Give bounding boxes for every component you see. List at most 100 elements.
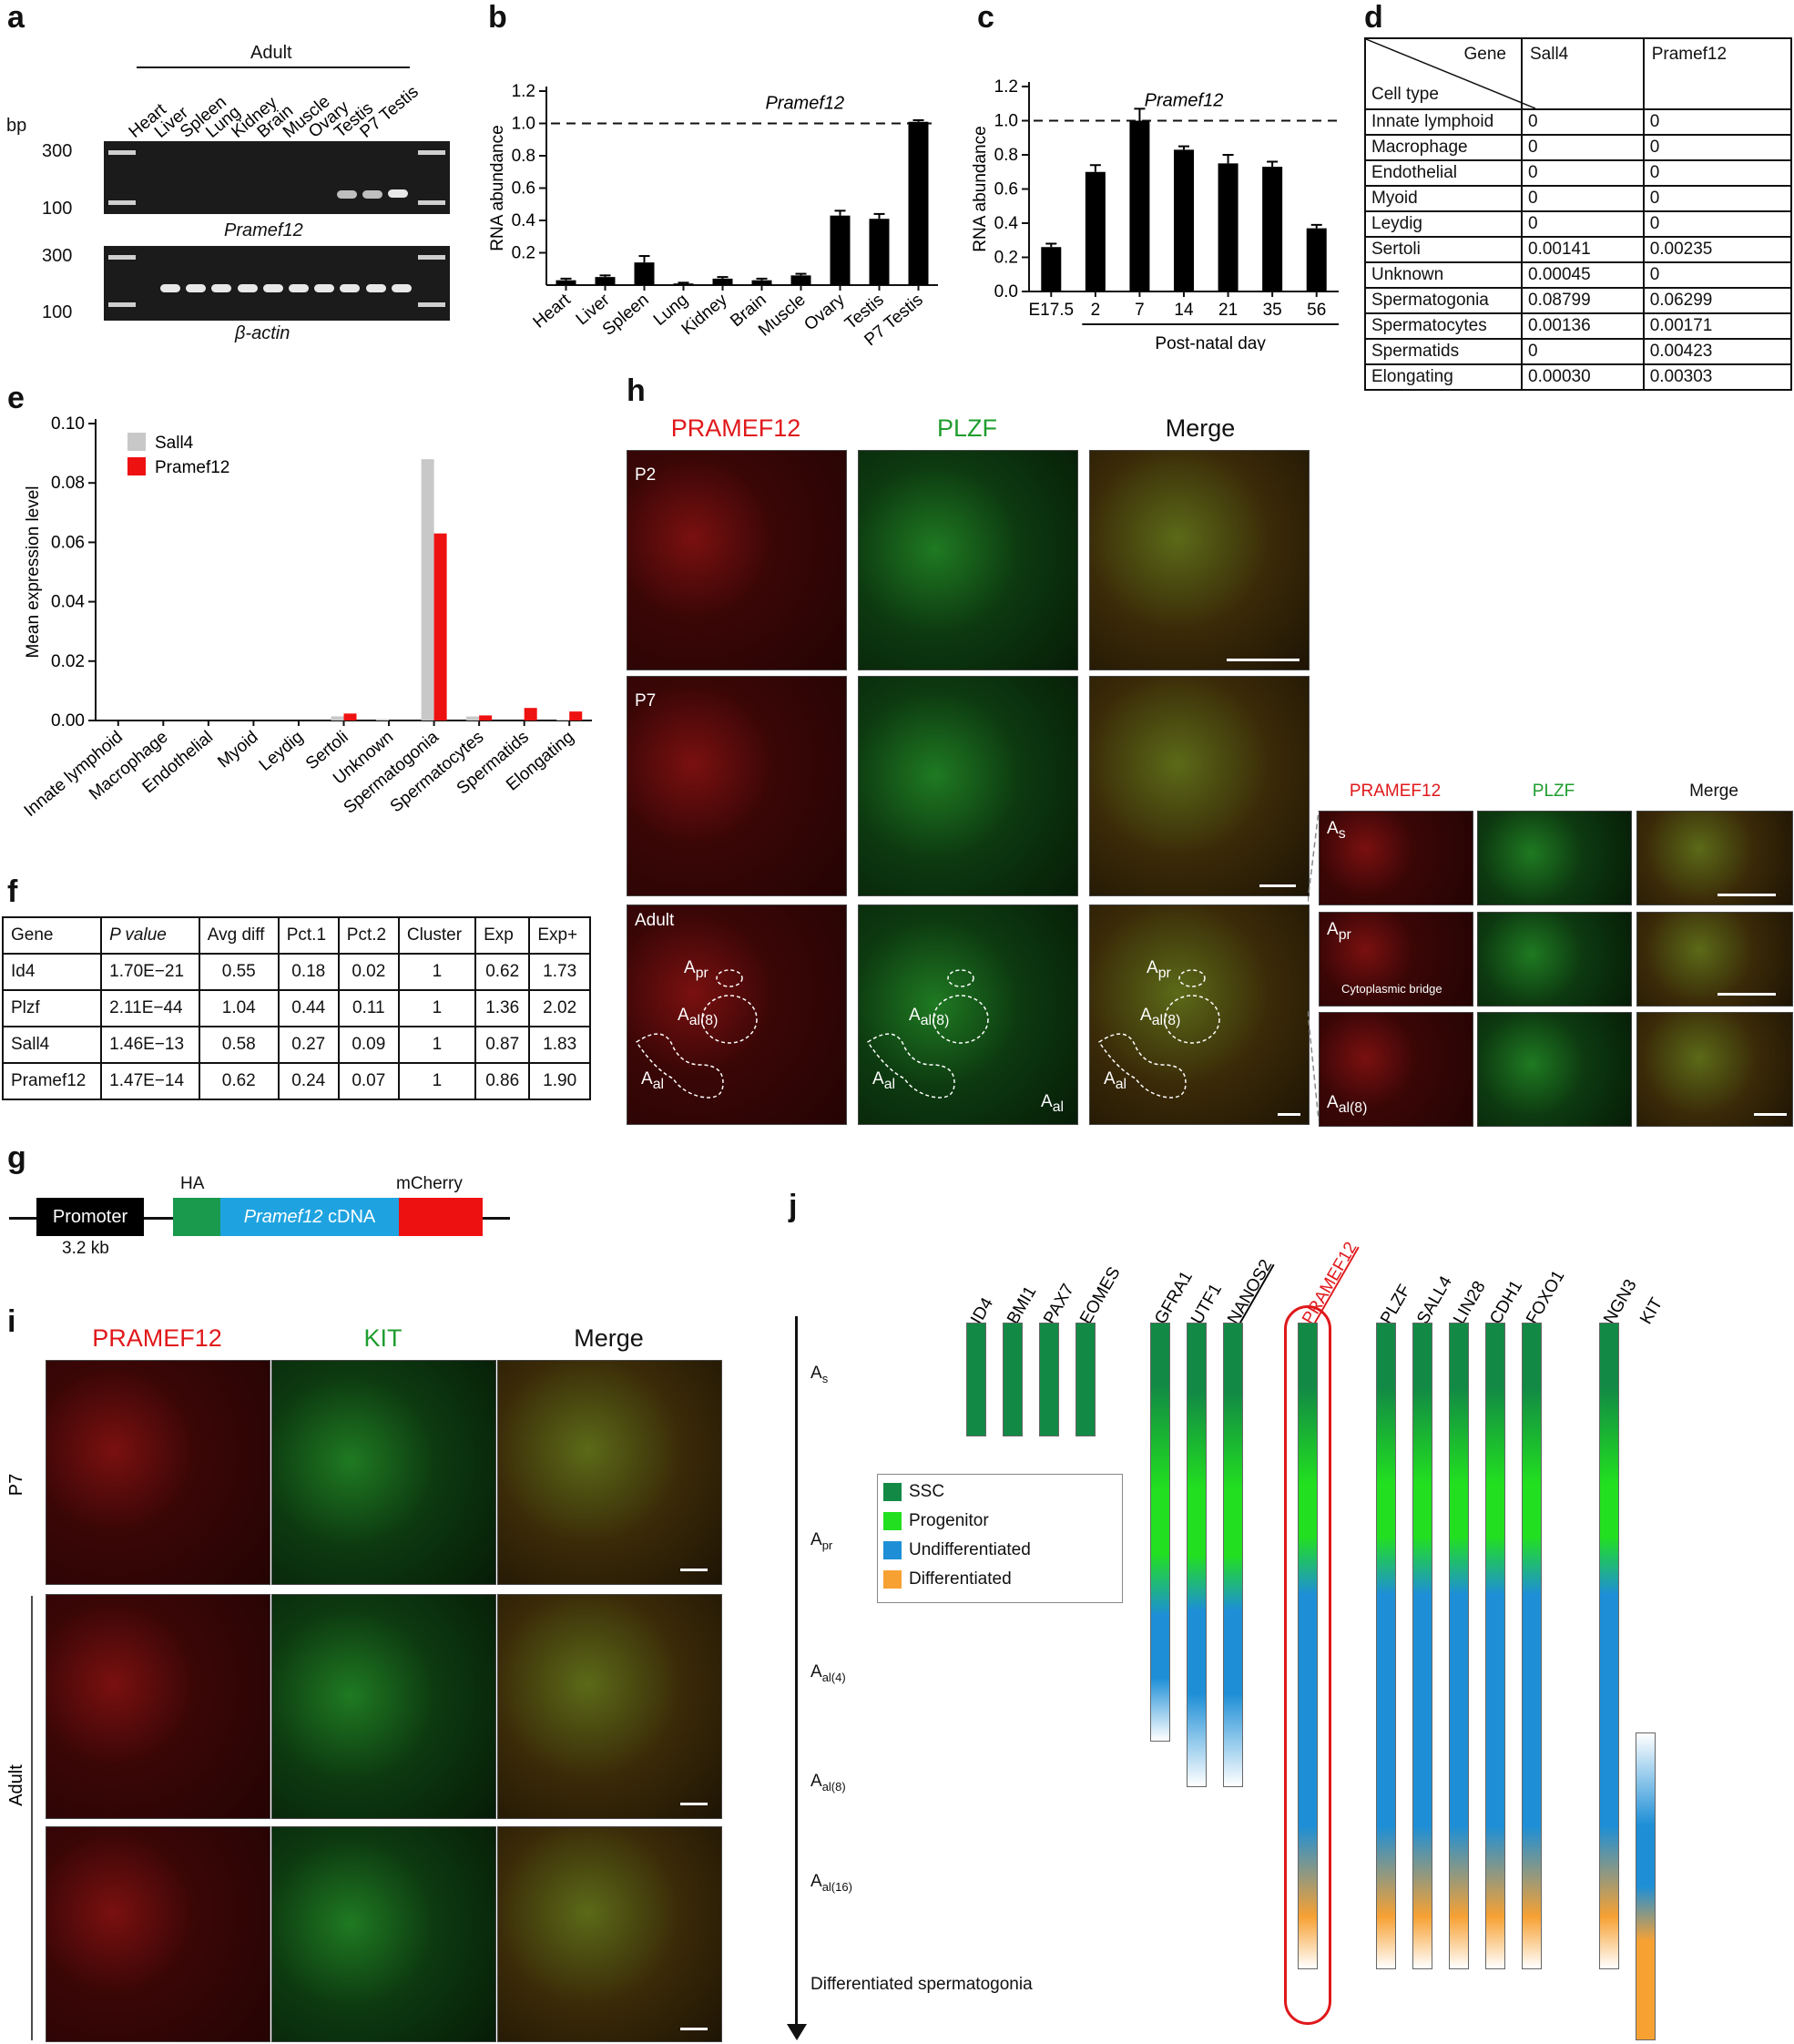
- bar: [1262, 167, 1283, 291]
- x-tick-label: Ovary: [800, 290, 849, 334]
- panel-label-h: h: [627, 373, 646, 408]
- y-tick-label: 0.0: [994, 282, 1018, 301]
- gel-band-actin: [186, 284, 207, 292]
- gel-band-actin: [289, 284, 309, 292]
- scale-bar: [680, 1569, 708, 1571]
- expression-bar-sall4: [1412, 1323, 1432, 1969]
- table-cell: 0.00235: [1642, 236, 1793, 263]
- table-cell: 0.08799: [1521, 287, 1645, 314]
- x-tick-label: 2: [1091, 301, 1101, 320]
- table-cell: 0.62: [198, 1062, 280, 1100]
- stage-label: Aal(4): [810, 1662, 846, 1684]
- table-cell: 1: [397, 1026, 477, 1064]
- micrograph-i-p7-kit: [271, 1360, 496, 1585]
- row-label-adult-i: Adult: [6, 1764, 26, 1806]
- expression-table: Gene Cell type Sall4 Pramef12 Innate lym…: [1364, 37, 1793, 391]
- row-header-cell: Innate lymphoid: [1364, 108, 1523, 136]
- mcherry-label: mCherry: [396, 1174, 463, 1193]
- ha-label: HA: [180, 1174, 205, 1193]
- table-cell: 1.90: [528, 1062, 591, 1100]
- panel-label-b: b: [488, 0, 507, 35]
- gel-group-label: Adult: [250, 43, 292, 63]
- table-cell: 0: [1642, 210, 1793, 238]
- y-axis-label: RNA abundance: [488, 125, 507, 250]
- expression-bar-eomes: [1075, 1323, 1096, 1436]
- gel-band-actin: [237, 284, 258, 292]
- gel-band-ovary: [337, 190, 357, 199]
- row-header-cell: Macrophage: [1364, 134, 1523, 161]
- promoter-block: Promoter: [36, 1198, 144, 1236]
- x-tick-label: 21: [1218, 301, 1238, 320]
- table-cell: 0: [1642, 261, 1793, 289]
- ladder-band: [418, 200, 445, 205]
- y-tick-label: 1.0: [994, 112, 1018, 131]
- x-tick-label: 35: [1263, 301, 1282, 320]
- scale-bar: [680, 2028, 708, 2030]
- inset-title-merge: Merge: [1689, 782, 1738, 801]
- table-cell: 0.00423: [1642, 338, 1793, 365]
- table-cell: 0: [1521, 134, 1645, 161]
- row-header-cell: Spermatids: [1364, 338, 1523, 365]
- table-row: Plzf 2.11E−44 1.04 0.44 0.11 1 1.36 2.02: [1, 989, 591, 1027]
- table-cell: 2.11E−44: [100, 989, 200, 1027]
- bar: [869, 219, 890, 285]
- col-title-merge-i: Merge: [574, 1324, 644, 1352]
- inset-aal8-plzf: [1477, 1012, 1632, 1127]
- gene-label: LIN28: [1450, 1278, 1490, 1327]
- legend-swatch: [883, 1482, 902, 1501]
- gel-gene-pramef12: Pramef12: [224, 220, 303, 240]
- ha-tag-block: [173, 1198, 220, 1236]
- micrograph-i-adult1-merge: [497, 1594, 722, 1819]
- y-tick-label: 0.6: [994, 180, 1018, 199]
- row-header-cell: Unknown: [1364, 261, 1523, 289]
- micrograph-i-adult1-kit: [271, 1594, 496, 1819]
- corner-gene-label: Gene: [1463, 45, 1506, 64]
- label-aal8: Aal(8): [678, 1006, 719, 1028]
- micrograph-p7-pramef12: P7: [627, 676, 847, 896]
- micrograph-adult-merge: Apr Aal(8) Aal: [1089, 904, 1310, 1125]
- expression-bar-nanos2: [1223, 1323, 1243, 1787]
- gel-band-actin: [211, 284, 232, 292]
- bar: [595, 277, 616, 285]
- row-label-p2: P2: [635, 465, 657, 485]
- inset-as-pramef12: As: [1319, 811, 1473, 905]
- panel-label-d: d: [1364, 0, 1383, 35]
- gel-band-actin: [340, 284, 361, 292]
- scale-bar: [680, 1803, 708, 1805]
- y-tick-label: 0.04: [51, 593, 85, 612]
- bar-pramef12: [343, 713, 357, 721]
- bar: [751, 280, 772, 285]
- ladder-band: [108, 150, 136, 155]
- table-cell: 0.00136: [1521, 312, 1645, 340]
- column-header: Pct.1: [277, 916, 340, 955]
- table-cell: Id4: [1, 953, 103, 991]
- row-header-cell: Endothelial: [1364, 159, 1523, 187]
- table-row: Endothelial 0 0: [1364, 159, 1793, 187]
- x-tick-label: E17.5: [1028, 301, 1074, 320]
- expression-bar-pax7: [1039, 1323, 1059, 1436]
- bar: [556, 280, 576, 285]
- x-tick-label: Heart: [530, 290, 576, 332]
- table-cell: 0.62: [474, 953, 531, 991]
- chart-c: 0.0 0.2 0.4 0.6 0.8 1.0 1.2 Pramef12 RNA abundan…: [971, 77, 1339, 351]
- inset-as-plzf: [1477, 811, 1632, 905]
- stage-axis: [795, 1316, 798, 2031]
- row-header-cell: Myoid: [1364, 185, 1523, 212]
- table-row: Sertoli 0.00141 0.00235: [1364, 236, 1793, 263]
- gel-pramef12: [104, 141, 450, 214]
- expression-bar-foxo1: [1522, 1323, 1542, 1969]
- zoom-connector-lines: [1308, 811, 1319, 1121]
- table-cell: 0.00141: [1521, 236, 1645, 263]
- legend-item: Progenitor: [883, 1511, 989, 1531]
- column-header: Cluster: [397, 916, 477, 955]
- ladder-300-bottom: 300: [42, 246, 73, 266]
- micrograph-i-adult1-pramef12: [46, 1594, 270, 1819]
- table-cell: 0: [1521, 108, 1645, 136]
- panel-label-i: i: [7, 1304, 16, 1339]
- row-header-cell: Sertoli: [1364, 236, 1523, 263]
- gel-gene-beta-actin: β-actin: [235, 323, 291, 343]
- table-cell: 0: [1642, 134, 1793, 161]
- row-header-cell: Leydig: [1364, 210, 1523, 238]
- y-axis-label: Mean expression level: [24, 485, 43, 658]
- legend-item: Undifferentiated: [883, 1540, 1031, 1560]
